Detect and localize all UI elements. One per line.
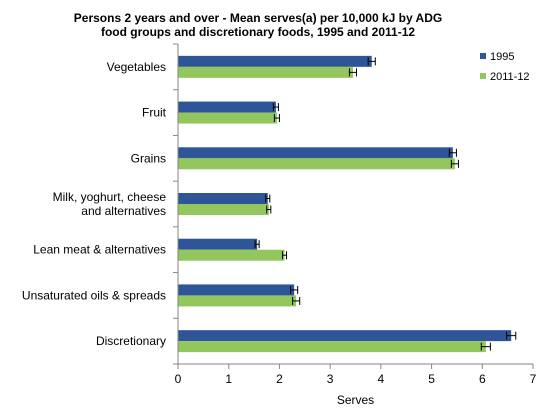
x-tick-label: 1 (225, 372, 232, 386)
axes: 0 1 2 3 4 5 6 7 Serves (173, 43, 537, 407)
bar (178, 284, 295, 296)
category-label: Vegetables (107, 60, 166, 74)
chart-title-line: food groups and discretionary foods, 199… (101, 25, 415, 39)
bar (178, 101, 276, 113)
category-label: Grains (131, 151, 166, 165)
legend-label: 2011-12 (490, 71, 530, 83)
x-axis-title: Serves (337, 393, 374, 407)
category-label: Unsaturated oils & spreads (22, 288, 166, 302)
bar (178, 112, 277, 124)
bar (178, 55, 372, 67)
bar (178, 238, 258, 250)
x-tick-label: 4 (378, 372, 385, 386)
x-tick-label: 0 (175, 372, 182, 386)
x-tick-label: 2 (276, 372, 283, 386)
x-tick-label: 7 (530, 372, 537, 386)
category-label: Fruit (142, 106, 167, 120)
bar (178, 249, 285, 261)
bar (178, 66, 353, 78)
bar (178, 147, 453, 159)
legend-label: 1995 (490, 51, 514, 63)
legend: 1995 2011-12 (480, 51, 530, 83)
category-labels: Vegetables Fruit Grains Milk, yoghurt, chee… (22, 60, 167, 348)
x-tick-label: 6 (479, 372, 486, 386)
bar (178, 341, 486, 353)
x-tick-label: 5 (428, 372, 435, 386)
bar (178, 295, 297, 307)
category-label: and alternatives (81, 204, 166, 218)
chart-title-line: Persons 2 years and over - Mean serves(a… (74, 11, 442, 25)
chart-title: Persons 2 years and over - Mean serves(a… (74, 11, 442, 39)
x-tick-label: 3 (327, 372, 334, 386)
bar (178, 193, 268, 204)
category-label: Lean meat & alternatives (33, 243, 166, 257)
legend-swatch (480, 73, 486, 79)
bar (178, 158, 455, 170)
category-label: Discretionary (96, 334, 166, 348)
bars (178, 55, 517, 353)
category-label: Milk, yoghurt, cheese (53, 190, 167, 204)
bar (178, 204, 269, 215)
legend-swatch (480, 53, 486, 59)
bar (178, 330, 512, 342)
